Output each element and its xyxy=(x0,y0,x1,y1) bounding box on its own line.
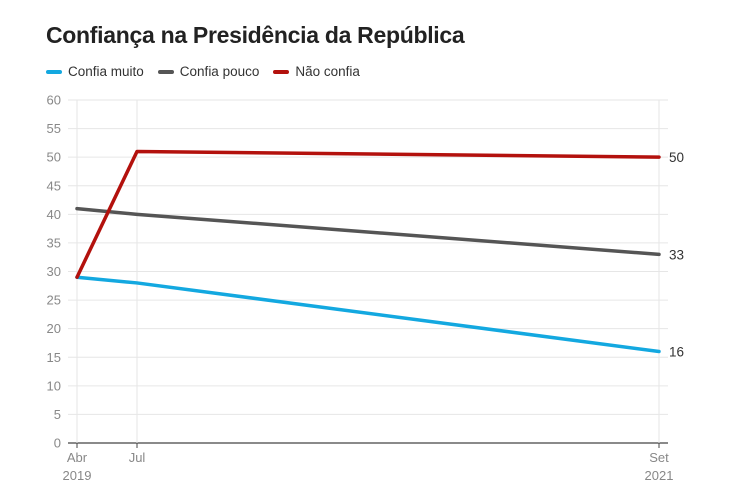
y-tick-label: 0 xyxy=(54,436,61,451)
y-tick-label: 35 xyxy=(47,235,61,250)
y-tick-label: 25 xyxy=(47,293,61,308)
end-value-label: 33 xyxy=(669,247,684,262)
legend-item-confia-muito: Confia muito xyxy=(46,64,144,79)
y-tick-label: 40 xyxy=(47,207,61,222)
legend: Confia muito Confia pouco Não confia xyxy=(46,64,360,79)
x-tick-label-year: 2019 xyxy=(63,468,92,483)
y-tick-label: 50 xyxy=(47,150,61,165)
y-tick-label: 5 xyxy=(54,407,61,422)
legend-label: Não confia xyxy=(295,64,360,79)
legend-item-nao-confia: Não confia xyxy=(273,64,360,79)
end-value-label: 16 xyxy=(669,345,684,360)
x-tick-label: Jul xyxy=(129,450,146,465)
x-tick-label-year: 2021 xyxy=(645,468,674,483)
y-tick-label: 30 xyxy=(47,264,61,279)
y-tick-label: 20 xyxy=(47,321,61,336)
legend-label: Confia muito xyxy=(68,64,144,79)
chart-title: Confiança na Presidência da República xyxy=(46,22,465,48)
series-line-confia-muito xyxy=(75,275,661,354)
y-tick-label: 55 xyxy=(47,121,61,136)
y-tick-label: 45 xyxy=(47,178,61,193)
end-value-label: 50 xyxy=(669,150,684,165)
legend-swatch xyxy=(157,69,174,74)
x-tick-label: Set xyxy=(649,450,669,465)
legend-swatch xyxy=(46,69,62,74)
legend-swatch xyxy=(273,69,290,74)
y-tick-label: 60 xyxy=(47,93,61,108)
y-tick-label: 10 xyxy=(47,378,61,393)
y-tick-label: 15 xyxy=(47,350,61,365)
legend-item-confia-pouco: Confia pouco xyxy=(157,64,260,79)
x-tick-label: Abr xyxy=(67,450,88,465)
series-line-confia-pouco xyxy=(75,206,661,257)
legend-label: Confia pouco xyxy=(179,64,260,79)
